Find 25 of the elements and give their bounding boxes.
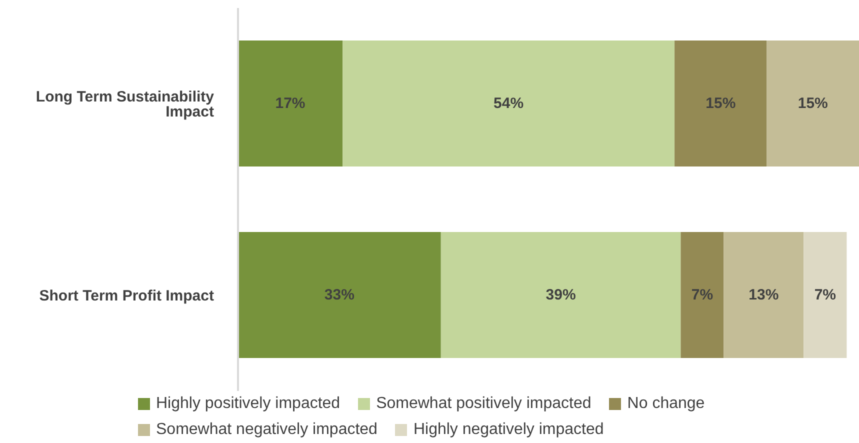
data-label: 7%	[691, 286, 714, 304]
legend-label: Somewhat negatively impacted	[155, 420, 378, 440]
data-label: 33%	[324, 286, 354, 304]
bar	[724, 232, 804, 358]
bar	[342, 40, 675, 167]
data-label: 54%	[494, 95, 524, 112]
bar	[804, 232, 847, 358]
bar	[238, 40, 343, 167]
bar	[238, 232, 441, 358]
data-label: 13%	[748, 286, 779, 304]
y-tick-label: Long Term Sustainability Impact	[36, 88, 215, 121]
data-label: 39%	[546, 286, 576, 304]
data-label: 15%	[798, 95, 828, 112]
legend-label: Somewhat positively impacted	[375, 394, 592, 414]
legend-label: No change	[626, 394, 705, 414]
data-label: 7%	[814, 286, 836, 304]
data-label: 15%	[706, 95, 736, 112]
bar	[680, 232, 724, 358]
legend-label: Highly positively impacted	[155, 394, 340, 414]
y-tick-label: Short Term Profit Impact	[39, 288, 214, 305]
data-label: 17%	[275, 95, 306, 112]
bar	[674, 40, 767, 167]
bar	[766, 40, 859, 167]
legend-label: Highly negatively impacted	[412, 420, 604, 440]
bar	[440, 232, 681, 358]
